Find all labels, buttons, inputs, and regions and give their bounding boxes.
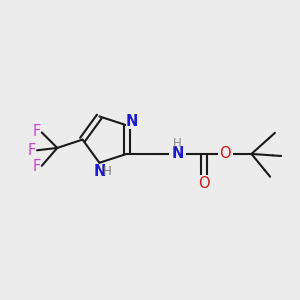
Text: H: H [173, 137, 182, 150]
Text: F: F [33, 124, 41, 139]
Text: F: F [33, 159, 41, 174]
Text: O: O [198, 176, 210, 191]
Text: N: N [126, 114, 138, 129]
Text: N: N [172, 146, 184, 161]
Text: N: N [94, 164, 106, 178]
Text: O: O [220, 146, 231, 161]
Text: F: F [28, 143, 36, 158]
Text: H: H [103, 165, 112, 178]
